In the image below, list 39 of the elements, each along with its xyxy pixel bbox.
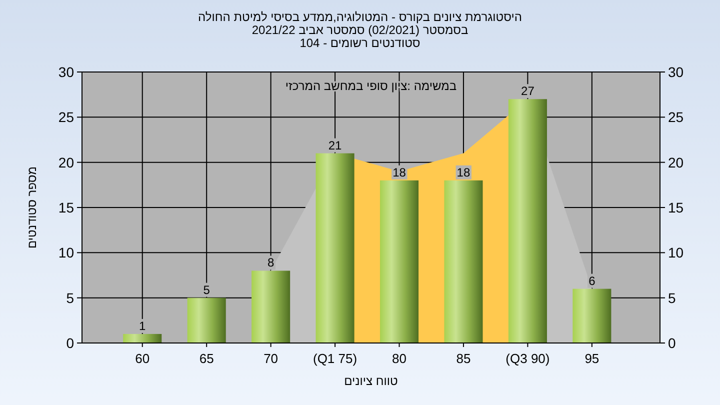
chart-title: היסטוגרמת ציונים בקורס - המטולוגיה,ממדע בסיסי למיטת החולה bbox=[198, 10, 522, 24]
y-tick-label: 10 bbox=[58, 244, 74, 261]
y-tick-label: 30 bbox=[58, 64, 74, 80]
y2-tick-label: 15 bbox=[668, 200, 684, 216]
bar bbox=[444, 180, 483, 343]
y2-tick-label: 0 bbox=[668, 335, 676, 351]
y-tick-label: 15 bbox=[58, 200, 74, 216]
x-tick-label: 95 bbox=[584, 351, 600, 366]
y2-tick-label: 5 bbox=[668, 290, 676, 306]
bar bbox=[380, 180, 419, 343]
y-tick-label: 20 bbox=[58, 154, 74, 170]
x-tick-label: (Q1 75) bbox=[312, 351, 358, 366]
y2-tick-label: 20 bbox=[668, 154, 684, 170]
data-label: 18 bbox=[392, 165, 406, 180]
y2-tick-label: 10 bbox=[668, 244, 684, 261]
bar bbox=[123, 334, 162, 343]
y-axis-title: מספר סטודנטים bbox=[25, 166, 39, 249]
x-tick-label: 60 bbox=[135, 351, 150, 366]
y-tick-label: 25 bbox=[58, 109, 74, 126]
x-tick-label: 65 bbox=[199, 351, 214, 366]
data-label: 1 bbox=[139, 318, 146, 333]
bar bbox=[187, 298, 226, 343]
x-tick-label: 70 bbox=[264, 351, 278, 366]
y2-tick-label: 30 bbox=[668, 64, 684, 80]
chart-subtitle: בסמסטר (02/2021) סמסטר אביב 2021/22 סטודנטים רשומים - 104 bbox=[252, 23, 468, 50]
bar bbox=[572, 288, 612, 343]
x-tick-label: (Q3 90) bbox=[506, 351, 550, 366]
y-tick-label: 0 bbox=[66, 335, 74, 351]
data-label: 21 bbox=[328, 138, 342, 152]
data-label: 27 bbox=[521, 84, 535, 98]
x-tick-label: 80 bbox=[392, 351, 406, 366]
data-label: 18 bbox=[456, 165, 470, 180]
data-label: 5 bbox=[203, 282, 210, 297]
data-label: 6 bbox=[588, 274, 596, 288]
data-label: 8 bbox=[267, 256, 274, 270]
x-tick-label: 85 bbox=[456, 351, 471, 366]
y-tick-label: 5 bbox=[66, 290, 74, 306]
y2-tick-label: 25 bbox=[668, 109, 684, 126]
x-axis-title: טווח ציונים bbox=[344, 374, 398, 388]
